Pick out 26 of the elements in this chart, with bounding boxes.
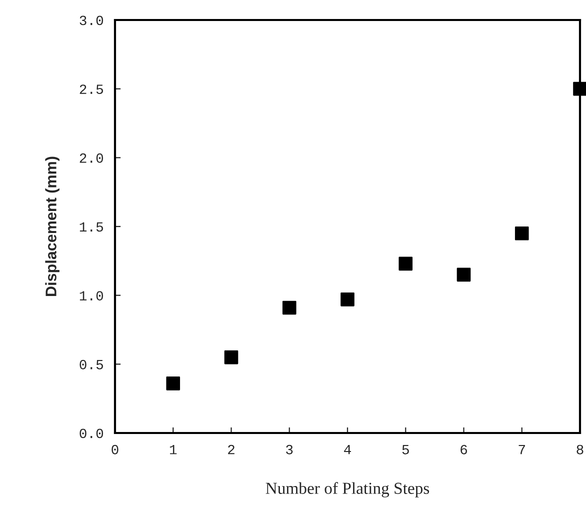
x-tick-label: 2: [228, 444, 234, 454]
point: [340, 292, 354, 306]
point: [514, 226, 529, 240]
y-axis-title: Displacement (mm): [45, 156, 60, 296]
y-tick-label: 0.0: [80, 428, 104, 438]
x-tick-label: 1: [170, 445, 177, 454]
x-tick-label: 5: [402, 445, 409, 454]
y-tick-label: 0.5: [80, 360, 104, 370]
x-tick-label: 7: [518, 445, 525, 454]
point: [166, 376, 180, 390]
x-tick-label: 0: [112, 444, 118, 454]
x-tick-label: 4: [344, 445, 351, 454]
point: [282, 300, 296, 315]
y-tick-label: 3.0: [80, 16, 104, 26]
x-axis-title: Number of Plating Steps: [266, 482, 430, 498]
y-tick-label: 2.0: [80, 153, 104, 163]
point: [398, 256, 413, 271]
y-tick-label: 1.5: [80, 222, 104, 232]
y-tick-label: 1.0: [80, 291, 104, 301]
x-tick-label: 6: [460, 444, 468, 454]
x-tick-label: 3: [286, 444, 293, 454]
point: [224, 350, 238, 364]
point: [456, 268, 471, 282]
y-tick-label: 2.5: [80, 84, 104, 94]
x-tick-label: 8: [576, 444, 584, 454]
point: [573, 82, 586, 96]
